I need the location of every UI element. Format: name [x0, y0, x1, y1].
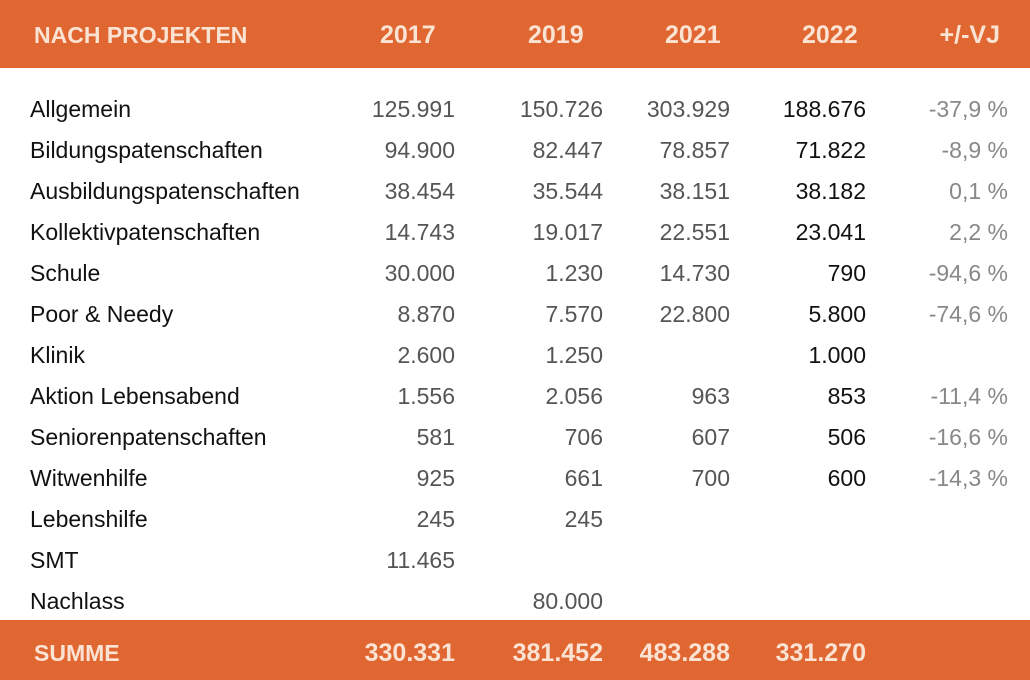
table-row: Poor & Needy 8.870 7.570 22.800 5.800 -7… — [0, 294, 1030, 335]
cell-2019: 150.726 — [519, 96, 603, 122]
table-row: Allgemein 125.991 150.726 303.929 188.67… — [0, 89, 1030, 130]
cell-2019: 1.250 — [545, 342, 603, 368]
row-label: Allgemein — [30, 96, 131, 122]
cell-2022: 23.041 — [795, 219, 866, 245]
cell-2021: 38.151 — [659, 178, 730, 204]
header-col-2017: 2017 — [380, 21, 436, 49]
header-col-vj: +/-VJ — [939, 21, 1000, 49]
cell-2017: 925 — [416, 465, 455, 491]
row-label: Aktion Lebensabend — [30, 383, 240, 409]
cell-2017: 11.465 — [386, 547, 455, 573]
sum-2022: 331.270 — [775, 639, 866, 667]
table-body: Allgemein 125.991 150.726 303.929 188.67… — [0, 89, 1030, 622]
header-label: NACH PROJEKTEN — [34, 22, 248, 48]
sum-2017: 330.331 — [364, 639, 455, 667]
cell-2022: 188.676 — [782, 96, 866, 122]
cell-2022: 600 — [827, 465, 866, 491]
cell-2019: 661 — [564, 465, 603, 491]
table-row: Ausbildungspatenschaften 38.454 35.544 3… — [0, 171, 1030, 212]
cell-2022: 506 — [827, 424, 866, 450]
cell-2019: 80.000 — [532, 588, 603, 614]
table-row: Witwenhilfe 925 661 700 600 -14,3 % — [0, 458, 1030, 499]
table-row: Schule 30.000 1.230 14.730 790 -94,6 % — [0, 253, 1030, 294]
cell-vj: -8,9 % — [941, 137, 1008, 163]
cell-vj: -74,6 % — [928, 301, 1008, 327]
table-row: Aktion Lebensabend 1.556 2.056 963 853 -… — [0, 376, 1030, 417]
cell-2017: 581 — [416, 424, 455, 450]
cell-2019: 35.544 — [532, 178, 603, 204]
cell-2021: 78.857 — [659, 137, 730, 163]
cell-2019: 245 — [564, 506, 603, 532]
sum-2019: 381.452 — [512, 639, 603, 667]
cell-2022: 1.000 — [808, 342, 866, 368]
row-label: Witwenhilfe — [30, 465, 148, 491]
header-col-2019: 2019 — [528, 21, 584, 49]
row-label: SMT — [30, 547, 79, 573]
cell-2022: 38.182 — [795, 178, 866, 204]
sum-2021: 483.288 — [639, 639, 730, 667]
table-row: Lebenshilfe 245 245 — [0, 499, 1030, 540]
cell-2022: 71.822 — [795, 137, 866, 163]
cell-2017: 38.454 — [384, 178, 455, 204]
cell-2022: 5.800 — [808, 301, 866, 327]
row-label: Bildungspatenschaften — [30, 137, 263, 163]
cell-2021: 14.730 — [659, 260, 730, 286]
cell-2019: 1.230 — [545, 260, 603, 286]
row-label: Ausbildungspatenschaften — [30, 178, 300, 204]
cell-2022: 790 — [827, 260, 866, 286]
cell-2017: 125.991 — [371, 96, 455, 122]
row-label: Poor & Needy — [30, 301, 174, 327]
cell-2019: 706 — [564, 424, 603, 450]
cell-2019: 82.447 — [532, 137, 603, 163]
row-label: Klinik — [30, 342, 85, 368]
cell-2021: 607 — [691, 424, 730, 450]
cell-2017: 8.870 — [397, 301, 455, 327]
cell-2021: 22.800 — [659, 301, 730, 327]
header-col-2022: 2022 — [802, 21, 858, 49]
cell-2019: 19.017 — [532, 219, 603, 245]
row-label: Nachlass — [30, 588, 125, 614]
cell-2017: 245 — [416, 506, 455, 532]
table-row: Klinik 2.600 1.250 1.000 — [0, 335, 1030, 376]
cell-2021: 22.551 — [659, 219, 730, 245]
cell-vj: -11,4 % — [930, 383, 1008, 409]
cell-2017: 94.900 — [384, 137, 455, 163]
row-label: Lebenshilfe — [30, 506, 148, 532]
cell-2017: 14.743 — [384, 219, 455, 245]
table-row: Kollektivpatenschaften 14.743 19.017 22.… — [0, 212, 1030, 253]
cell-2019: 2.056 — [545, 383, 603, 409]
table-row: Bildungspatenschaften 94.900 82.447 78.8… — [0, 130, 1030, 171]
table-footer-bar — [0, 620, 1030, 680]
cell-2019: 7.570 — [545, 301, 603, 327]
table-row: Nachlass 80.000 — [0, 581, 1030, 622]
cell-2017: 30.000 — [384, 260, 455, 286]
cell-2017: 2.600 — [397, 342, 455, 368]
footer-label: SUMME — [34, 640, 120, 666]
cell-2021: 700 — [691, 465, 730, 491]
cell-vj: -14,3 % — [928, 465, 1008, 491]
header-col-2021: 2021 — [665, 21, 721, 49]
cell-vj: -94,6 % — [928, 260, 1008, 286]
cell-2021: 963 — [691, 383, 730, 409]
cell-vj: -37,9 % — [928, 96, 1008, 122]
cell-vj: 2,2 % — [949, 219, 1008, 245]
cell-vj: -16,6 % — [928, 424, 1008, 450]
table-header-bar — [0, 0, 1030, 68]
table-row: Seniorenpatenschaften 581 706 607 506 -1… — [0, 417, 1030, 458]
row-label: Seniorenpatenschaften — [30, 424, 267, 450]
cell-vj: 0,1 % — [949, 178, 1008, 204]
row-label: Schule — [30, 260, 101, 286]
cell-2017: 1.556 — [397, 383, 455, 409]
cell-2022: 853 — [827, 383, 866, 409]
table-row: SMT 11.465 — [0, 540, 1030, 581]
row-label: Kollektivpatenschaften — [30, 219, 261, 245]
cell-2021: 303.929 — [646, 96, 730, 122]
